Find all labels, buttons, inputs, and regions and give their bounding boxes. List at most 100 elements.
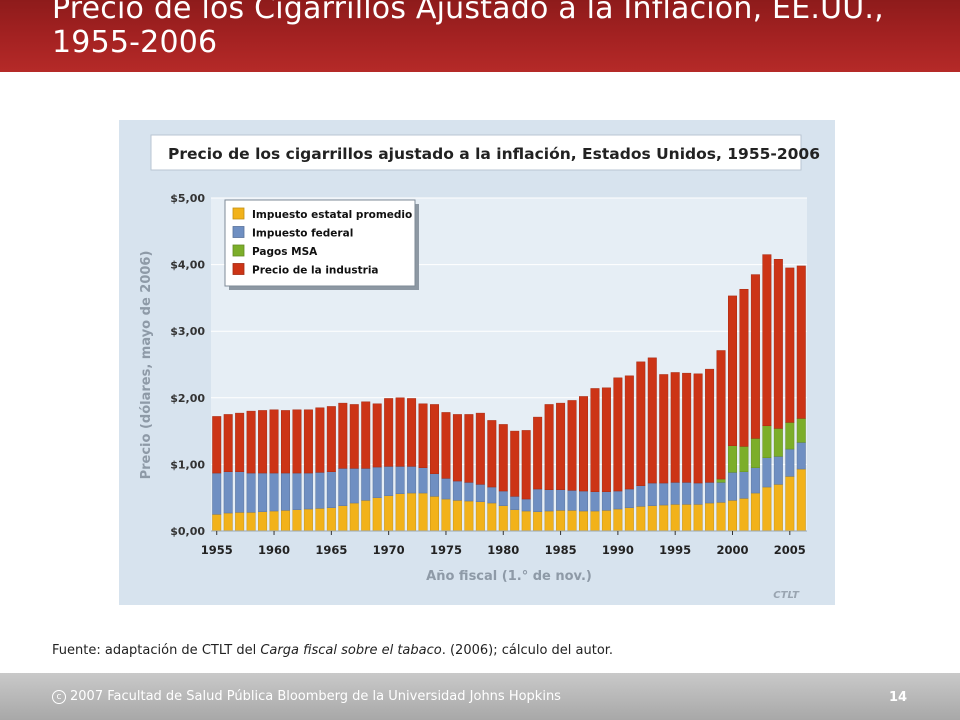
bar-segment-federal (246, 472, 256, 513)
legend-swatch-industria (232, 263, 245, 275)
bar-segment-federal (510, 496, 520, 510)
bar-segment-industria (349, 404, 359, 469)
bar-segment-estatal (579, 510, 588, 532)
bar-segment-industria (728, 295, 737, 446)
bar-segment-industria (430, 404, 439, 474)
bar-segment-federal (452, 480, 462, 501)
bar-segment-federal (590, 491, 600, 512)
bar-segment-federal (750, 467, 760, 494)
bar-segment-estatal (533, 511, 543, 532)
bar-segment-industria (579, 396, 588, 492)
legend-swatch-msa (232, 244, 245, 257)
bar-segment-estatal (258, 511, 268, 532)
bar-segment-industria (292, 409, 302, 474)
bar-segment-federal (693, 482, 703, 505)
bar-segment-federal (475, 484, 485, 502)
bar-segment-industria (647, 357, 657, 484)
bar-segment-industria (235, 412, 245, 472)
bar-segment-msa (762, 425, 772, 458)
bar-segment-industria (693, 373, 703, 484)
x-tick-label: 1975 (430, 543, 462, 557)
bar-segment-industria (682, 372, 692, 483)
bar-segment-estatal (269, 510, 279, 532)
copyright-text: 2007 Facultad de Salud Pública Bloomberg… (70, 689, 561, 704)
bar-segment-federal (647, 482, 657, 506)
bar-segment-msa (750, 438, 760, 468)
bar-segment-federal (269, 472, 279, 512)
bar-segment-estatal (326, 507, 336, 532)
bar-segment-estatal (464, 500, 474, 532)
bar-segment-estatal (544, 510, 554, 532)
bar-segment-industria (659, 374, 669, 484)
bar-segment-estatal (682, 504, 692, 532)
bar-segment-federal (464, 482, 474, 502)
bar-segment-federal (223, 471, 233, 514)
bar-segment-estatal (384, 495, 394, 532)
bar-segment-estatal (281, 510, 290, 532)
bar-segment-estatal (441, 498, 451, 532)
bar-segment-industria (750, 274, 760, 439)
bar-segment-industria (407, 398, 417, 467)
bar-segment-estatal (475, 501, 485, 532)
y-tick-label: $2,00 (170, 392, 205, 405)
bar-segment-federal (716, 482, 726, 503)
bar-segment-industria (475, 412, 485, 485)
bar-segment-estatal (235, 512, 245, 532)
footer-bar: c 2007 Facultad de Salud Pública Bloomber… (0, 673, 960, 720)
bar-segment-estatal (624, 507, 634, 532)
bar-segment-federal (636, 485, 646, 507)
bar-segment-estatal (693, 504, 703, 532)
source-italic: Carga fiscal sobre el tabaco (260, 643, 442, 658)
copyright-icon: c (52, 690, 66, 704)
bar-segment-federal (601, 491, 611, 511)
bar-segment-industria (739, 288, 749, 447)
bar-segment-federal (395, 466, 405, 494)
legend-label: Precio de la industria (252, 265, 379, 277)
x-axis-label: Año fiscal (1.° de nov.) (426, 569, 592, 584)
bar-segment-federal (762, 457, 772, 488)
bar-segment-estatal (292, 509, 302, 532)
bar-segment-msa (728, 445, 737, 473)
bar-segment-industria (281, 410, 290, 474)
bar-segment-federal (292, 472, 302, 510)
bar-segment-industria (613, 377, 623, 492)
y-tick-label: $3,00 (170, 325, 205, 338)
y-tick-label: $1,00 (170, 458, 205, 471)
bar-segment-industria (556, 402, 566, 490)
slide-title: Precio de los Cigarrillos Ajustado a la … (52, 0, 884, 60)
source-note: Fuente: adaptación de CTLT del Carga fis… (52, 643, 613, 658)
y-tick-label: $4,00 (170, 259, 205, 272)
watermark: CTLT (773, 590, 800, 601)
bar-segment-industria (303, 409, 313, 474)
bar-segment-industria (395, 397, 405, 467)
bar-segment-federal (796, 442, 806, 470)
x-tick-label: 2005 (774, 543, 806, 557)
bar-segment-estatal (659, 504, 669, 532)
bar-segment-industria (487, 420, 497, 488)
bar-segment-industria (716, 350, 726, 480)
bar-segment-estatal (613, 508, 623, 532)
bar-segment-estatal (407, 492, 417, 532)
bar-segment-msa (739, 446, 749, 472)
bar-segment-estatal (303, 508, 313, 532)
legend-swatch-federal (232, 226, 245, 238)
bar-segment-federal (544, 489, 554, 512)
bar-segment-estatal (636, 506, 646, 532)
bar-segment-industria (246, 410, 256, 474)
bar-segment-industria (269, 409, 279, 474)
bar-segment-estatal (430, 496, 439, 532)
bar-segment-industria (384, 398, 394, 467)
bar-segment-industria (361, 401, 371, 469)
bar-segment-estatal (349, 502, 359, 532)
bar-segment-industria (796, 265, 806, 419)
bar-segment-msa (773, 428, 783, 457)
bar-segment-federal (773, 456, 783, 485)
legend-label: Pagos MSA (252, 246, 318, 258)
bar-segment-industria (521, 430, 531, 500)
bar-segment-federal (556, 489, 566, 511)
bar-segment-industria (315, 407, 325, 473)
bar-segment-industria (258, 410, 268, 474)
bar-segment-msa (716, 478, 726, 483)
bar-segment-estatal (728, 500, 737, 532)
bar-segment-federal (430, 473, 439, 497)
